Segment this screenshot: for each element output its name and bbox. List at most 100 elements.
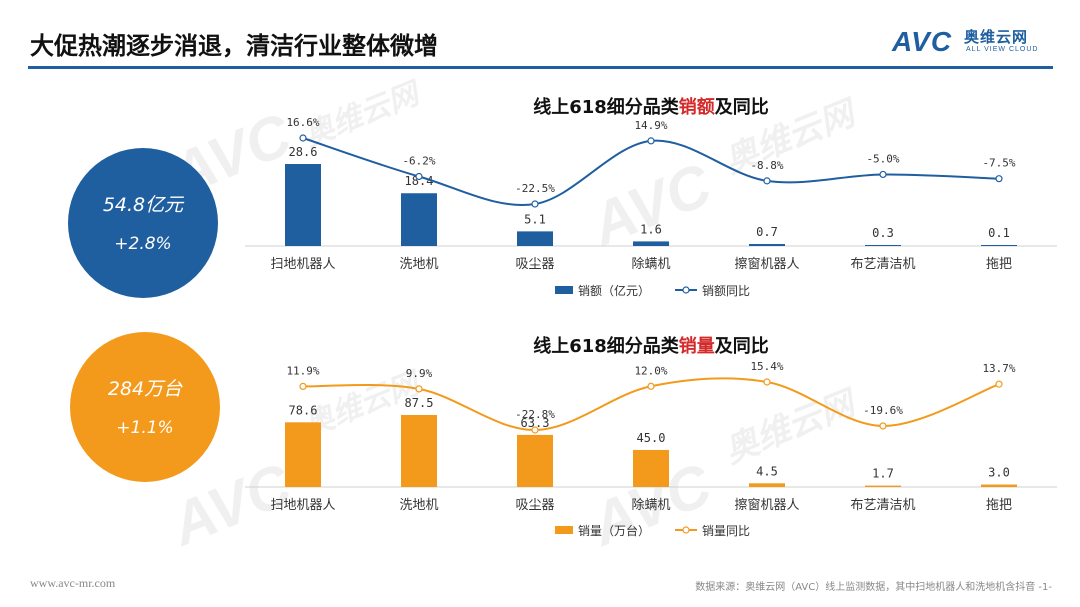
yoy-point bbox=[879, 422, 887, 430]
logo-english-name: ALL VIEW CLOUD bbox=[966, 46, 1039, 53]
x-tick-label: 除螨机 bbox=[631, 498, 670, 513]
chart-legend: 销量（万台） 销量同比 bbox=[555, 523, 750, 538]
chart-title-suffix: 及同比 bbox=[715, 336, 769, 357]
bar-data-label: 87.5 bbox=[405, 396, 434, 410]
x-tick-label: 洗地机 bbox=[399, 498, 438, 513]
x-tick-label: 拖把 bbox=[986, 257, 1012, 272]
bar-data-label: 1.7 bbox=[872, 467, 894, 481]
legend-line-marker bbox=[682, 526, 690, 534]
bar bbox=[749, 243, 785, 246]
yoy-data-label: -22.8% bbox=[515, 408, 555, 421]
chart-title-prefix: 线上618细分品类 bbox=[533, 335, 680, 357]
bar bbox=[517, 434, 553, 487]
x-tick-label: 拖把 bbox=[986, 498, 1012, 513]
chart-title: 线上618细分品类销量及同比 bbox=[533, 335, 769, 357]
chart-title: 线上618细分品类销额及同比 bbox=[533, 96, 769, 118]
bar-data-label: 5.1 bbox=[524, 212, 546, 226]
legend-bar-swatch bbox=[555, 286, 573, 294]
header-divider bbox=[28, 66, 1053, 69]
yoy-data-label: 15.4% bbox=[750, 360, 783, 373]
yoy-point bbox=[995, 380, 1003, 388]
bar-data-label: 28.6 bbox=[289, 145, 318, 159]
bar-data-label: 1.6 bbox=[640, 222, 662, 236]
legend-bar-label: 销额（亿元） bbox=[578, 283, 650, 298]
yoy-data-label: 9.9% bbox=[406, 367, 433, 380]
x-tick-label: 吸尘器 bbox=[515, 498, 554, 513]
bar-data-label: 0.7 bbox=[756, 225, 778, 239]
yoy-data-label: -19.6% bbox=[863, 404, 903, 417]
chart-legend: 销额（亿元） 销额同比 bbox=[555, 283, 750, 298]
chart-title-prefix: 线上618细分品类 bbox=[533, 96, 680, 118]
bar bbox=[285, 164, 321, 246]
yoy-point bbox=[415, 385, 423, 393]
legend-bar-label: 销量（万台） bbox=[578, 523, 650, 538]
bar bbox=[981, 484, 1017, 487]
x-tick-label: 吸尘器 bbox=[515, 257, 554, 272]
bar-data-label: 63.3 bbox=[521, 416, 550, 430]
yoy-data-label: -6.2% bbox=[402, 154, 435, 167]
chart-title-highlight: 销额 bbox=[679, 96, 715, 118]
legend-bar-swatch bbox=[555, 526, 573, 534]
x-tick-label: 洗地机 bbox=[399, 257, 438, 272]
sales-volume-yoy: +1.1% bbox=[116, 418, 174, 438]
bar bbox=[981, 245, 1017, 246]
bar-data-label: 3.0 bbox=[988, 466, 1010, 480]
avc-logo: AVC 奥维云网 ALL VIEW CLOUD bbox=[892, 24, 1057, 64]
yoy-data-label: 14.9% bbox=[634, 119, 667, 132]
logo-mark: AVC bbox=[892, 26, 953, 57]
yoy-point bbox=[299, 382, 307, 390]
bar bbox=[633, 449, 669, 487]
bar-data-label: 0.3 bbox=[872, 226, 894, 240]
yoy-point bbox=[995, 175, 1003, 183]
yoy-data-label: -22.5% bbox=[515, 182, 555, 195]
yoy-point bbox=[763, 177, 771, 185]
yoy-point bbox=[647, 137, 655, 145]
bar-data-label: 4.5 bbox=[756, 464, 778, 478]
yoy-data-label: -5.0% bbox=[866, 152, 899, 165]
yoy-data-label: 11.9% bbox=[286, 364, 319, 377]
yoy-point bbox=[531, 200, 539, 208]
yoy-data-label: -8.8% bbox=[750, 159, 783, 172]
chart-title-suffix: 及同比 bbox=[715, 97, 769, 118]
bar bbox=[749, 483, 785, 487]
bar bbox=[865, 485, 901, 487]
bar bbox=[401, 415, 437, 487]
sales-amount-yoy: +2.8% bbox=[114, 234, 172, 254]
yoy-point bbox=[299, 134, 307, 142]
x-tick-label: 布艺清洁机 bbox=[850, 498, 915, 513]
legend-line-marker bbox=[682, 286, 690, 294]
yoy-point bbox=[879, 170, 887, 179]
bar-data-label: 78.6 bbox=[289, 403, 318, 417]
legend-line-label: 销额同比 bbox=[702, 284, 750, 298]
sales-volume-chart: 线上618细分品类销量及同比 78.6 87.5 63.3 45.0 4.5 1.7 3.0 扫… bbox=[245, 335, 1057, 538]
bar bbox=[285, 422, 321, 487]
yoy-data-label: 13.7% bbox=[982, 362, 1015, 375]
footer-source-note: 数据来源：奥维云网（AVC）线上监测数据，其中扫地机器人和洗地机含抖音 -1- bbox=[695, 582, 1052, 593]
chart-title-highlight: 销量 bbox=[679, 335, 715, 357]
footer-website: www.avc-mr.com bbox=[30, 576, 116, 590]
legend-line-label: 销量同比 bbox=[702, 524, 750, 538]
yoy-point bbox=[531, 426, 539, 434]
sales-amount-circle: 54.8亿元 +2.8% bbox=[68, 148, 218, 298]
bar bbox=[401, 193, 437, 246]
yoy-data-label: 12.0% bbox=[634, 364, 667, 377]
x-tick-label: 扫地机器人 bbox=[270, 498, 335, 513]
x-tick-label: 扫地机器人 bbox=[270, 257, 335, 272]
yoy-point bbox=[647, 382, 655, 390]
bar bbox=[633, 241, 669, 246]
bar bbox=[865, 245, 901, 246]
x-tick-label: 擦窗机器人 bbox=[734, 256, 799, 272]
yoy-point bbox=[415, 172, 423, 181]
yoy-data-label: 16.6% bbox=[286, 116, 319, 129]
sales-volume-value: 284万台 bbox=[107, 378, 183, 400]
x-tick-label: 擦窗机器人 bbox=[734, 497, 799, 513]
sales-volume-circle: 284万台 +1.1% bbox=[70, 332, 220, 482]
bar-data-label: 0.1 bbox=[988, 226, 1010, 240]
yoy-data-label: -7.5% bbox=[982, 157, 1015, 170]
x-tick-label: 布艺清洁机 bbox=[850, 257, 915, 272]
logo-chinese-name: 奥维云网 bbox=[964, 28, 1029, 46]
page-title: 大促热潮逐步消退，清洁行业整体微增 bbox=[30, 32, 438, 60]
sales-amount-value: 54.8亿元 bbox=[102, 194, 184, 216]
